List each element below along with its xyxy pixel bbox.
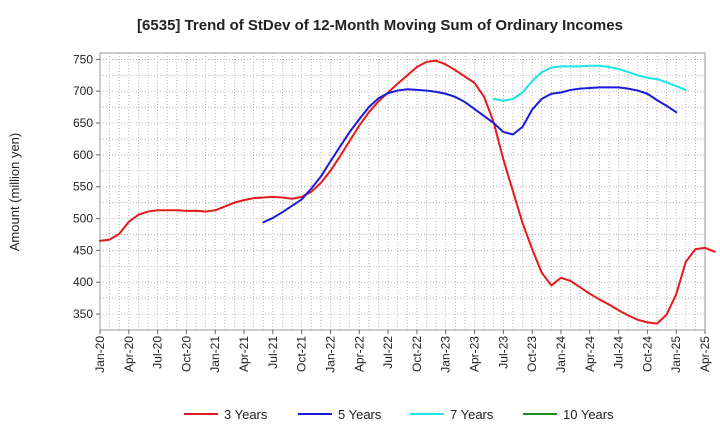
legend-label: 7 Years [450, 407, 494, 422]
x-tick-label: Jul-21 [266, 336, 280, 369]
series-line-7-years [492, 64, 687, 102]
x-tick-label: Apr-21 [237, 336, 251, 372]
y-tick-label: 450 [73, 243, 93, 257]
x-tick-label: Apr-20 [122, 336, 136, 372]
x-tick-label: Jul-20 [151, 336, 165, 369]
y-tick-label: 700 [73, 84, 93, 98]
chart-title: [6535] Trend of StDev of 12-Month Moving… [137, 17, 623, 34]
y-tick-label: 500 [73, 212, 93, 226]
x-tick-label: Jan-22 [323, 336, 337, 373]
x-tick-label: Jan-23 [439, 336, 453, 373]
x-tick-label: Jan-20 [93, 336, 107, 373]
x-tick-label: Oct-22 [410, 336, 424, 372]
y-tick-label: 550 [73, 180, 93, 194]
x-axis-ticks: Jan-20 Apr-20 Jul-20 Oct-20 Jan-21 Apr-21 Jul-… [93, 330, 712, 373]
x-tick-label: Oct-21 [295, 336, 309, 372]
x-tick-label: Jan-25 [669, 336, 683, 373]
grid-lines [99, 53, 706, 330]
x-tick-label: Jan-24 [554, 336, 568, 373]
x-tick-label: Apr-22 [352, 336, 366, 372]
x-tick-label: Apr-23 [468, 336, 482, 372]
legend-label: 10 Years [563, 407, 614, 422]
x-tick-label: Jul-22 [381, 336, 395, 369]
y-tick-label: 350 [73, 307, 93, 321]
y-tick-label: 650 [73, 116, 93, 130]
x-tick-label: Oct-24 [640, 336, 654, 372]
x-tick-label: Apr-24 [583, 336, 597, 372]
series-line-5-years [262, 86, 678, 224]
y-tick-label: 600 [73, 148, 93, 162]
x-tick-label: Oct-23 [525, 336, 539, 372]
x-tick-label: Apr-25 [698, 336, 712, 372]
x-tick-label: Oct-20 [179, 336, 193, 372]
series-line-3-years [99, 59, 716, 325]
y-tick-label: 400 [73, 275, 93, 289]
x-tick-label: Jan-21 [208, 336, 222, 373]
x-tick-label: Jul-24 [612, 336, 626, 369]
legend-label: 3 Years [224, 407, 268, 422]
legend: 3 Years 5 Years 7 Years 10 Years [184, 407, 614, 422]
series-lines [99, 59, 716, 325]
legend-label: 5 Years [338, 407, 382, 422]
y-axis-ticks: 350 400 450 500 550 600 650 700 750 [73, 52, 100, 321]
y-axis-label: Amount (million yen) [7, 133, 22, 252]
y-tick-label: 750 [73, 52, 93, 66]
x-tick-label: Jul-23 [496, 336, 510, 369]
plot-area [99, 52, 706, 331]
